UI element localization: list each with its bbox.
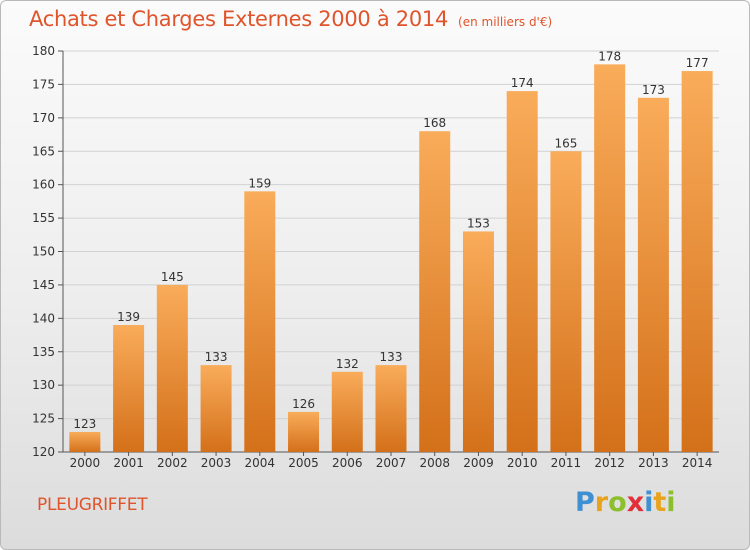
x-tick-label: 2011 bbox=[551, 456, 582, 470]
y-tick-label: 120 bbox=[32, 445, 55, 459]
proxiti-logo-letter: o bbox=[608, 487, 627, 518]
data-label: 173 bbox=[642, 83, 665, 97]
x-tick-label: 2007 bbox=[376, 456, 407, 470]
y-tick-label: 130 bbox=[32, 378, 55, 392]
data-labels: 123 139 145 133 159 126 132 133 168 153 174 165 178 1… bbox=[73, 49, 708, 431]
proxiti-logo-letter: i bbox=[666, 487, 676, 518]
proxiti-logo-letter: r bbox=[594, 487, 609, 518]
bar bbox=[419, 131, 451, 452]
bar bbox=[462, 231, 494, 452]
data-label: 123 bbox=[73, 417, 96, 431]
x-tick-label: 2008 bbox=[419, 456, 450, 470]
x-tick-label: 2005 bbox=[288, 456, 319, 470]
bar bbox=[594, 64, 626, 452]
data-label: 178 bbox=[598, 49, 621, 63]
bars bbox=[69, 64, 713, 453]
data-label: 133 bbox=[205, 350, 228, 364]
y-tick-label: 170 bbox=[32, 111, 55, 125]
bar bbox=[156, 284, 188, 452]
data-label: 145 bbox=[161, 270, 184, 284]
data-label: 168 bbox=[423, 116, 446, 130]
bar bbox=[550, 151, 582, 452]
chart-title: Achats et Charges Externes 2000 à 2014 (e… bbox=[29, 7, 552, 31]
proxiti-logo: Proxiti bbox=[575, 487, 676, 518]
data-label: 132 bbox=[336, 357, 359, 371]
y-tick-label: 165 bbox=[32, 144, 55, 158]
x-tick-labels: 2000 2001 2002 2003 2004 2005 2006 2007 2008 2009… bbox=[70, 456, 713, 470]
data-label: 174 bbox=[511, 76, 534, 90]
bar bbox=[200, 365, 232, 452]
x-tick-label: 2002 bbox=[157, 456, 188, 470]
data-label: 177 bbox=[686, 56, 709, 70]
proxiti-logo-letter: i bbox=[644, 487, 654, 518]
data-label: 153 bbox=[467, 216, 490, 230]
y-tick-label: 140 bbox=[32, 311, 55, 325]
data-label: 139 bbox=[117, 310, 140, 324]
chart-title-text: Achats et Charges Externes 2000 à 2014 bbox=[29, 7, 449, 31]
y-tick-label: 155 bbox=[32, 211, 55, 225]
x-tick-label: 2004 bbox=[245, 456, 276, 470]
bar bbox=[331, 371, 363, 452]
bar bbox=[244, 191, 276, 452]
bar bbox=[375, 365, 407, 452]
proxiti-logo-letter: x bbox=[626, 487, 645, 518]
data-label: 159 bbox=[248, 176, 271, 190]
y-tick-labels: 120 125 130 135 140 145 150 155 160 165 170 175 180 bbox=[32, 44, 55, 459]
chart-subtitle: (en milliers d'€) bbox=[458, 15, 553, 29]
y-tick-label: 145 bbox=[32, 278, 55, 292]
proxiti-logo-letter: t bbox=[653, 487, 667, 518]
bar bbox=[113, 325, 145, 452]
bar bbox=[288, 411, 320, 452]
x-tick-label: 2012 bbox=[594, 456, 625, 470]
data-label: 165 bbox=[554, 136, 577, 150]
data-label: 126 bbox=[292, 397, 315, 411]
x-tick-label: 2014 bbox=[682, 456, 713, 470]
x-tick-label: 2009 bbox=[463, 456, 494, 470]
y-tick-label: 180 bbox=[32, 44, 55, 58]
y-tick-label: 135 bbox=[32, 345, 55, 359]
commune-name: PLEUGRIFFET bbox=[37, 495, 148, 515]
bar bbox=[637, 97, 669, 453]
x-tick-label: 2013 bbox=[638, 456, 669, 470]
x-tick-label: 2001 bbox=[113, 456, 144, 470]
y-tick-label: 160 bbox=[32, 178, 55, 192]
bar bbox=[681, 71, 713, 453]
y-tick-label: 175 bbox=[32, 77, 55, 91]
y-tick-label: 125 bbox=[32, 412, 55, 426]
bar bbox=[69, 431, 101, 452]
x-tick-label: 2006 bbox=[332, 456, 363, 470]
y-tick-label: 150 bbox=[32, 245, 55, 259]
x-tick-label: 2000 bbox=[70, 456, 101, 470]
x-tick-label: 2003 bbox=[201, 456, 232, 470]
proxiti-logo-letter: P bbox=[575, 487, 595, 518]
data-label: 133 bbox=[380, 350, 403, 364]
bar bbox=[506, 91, 538, 452]
x-tick-label: 2010 bbox=[507, 456, 538, 470]
